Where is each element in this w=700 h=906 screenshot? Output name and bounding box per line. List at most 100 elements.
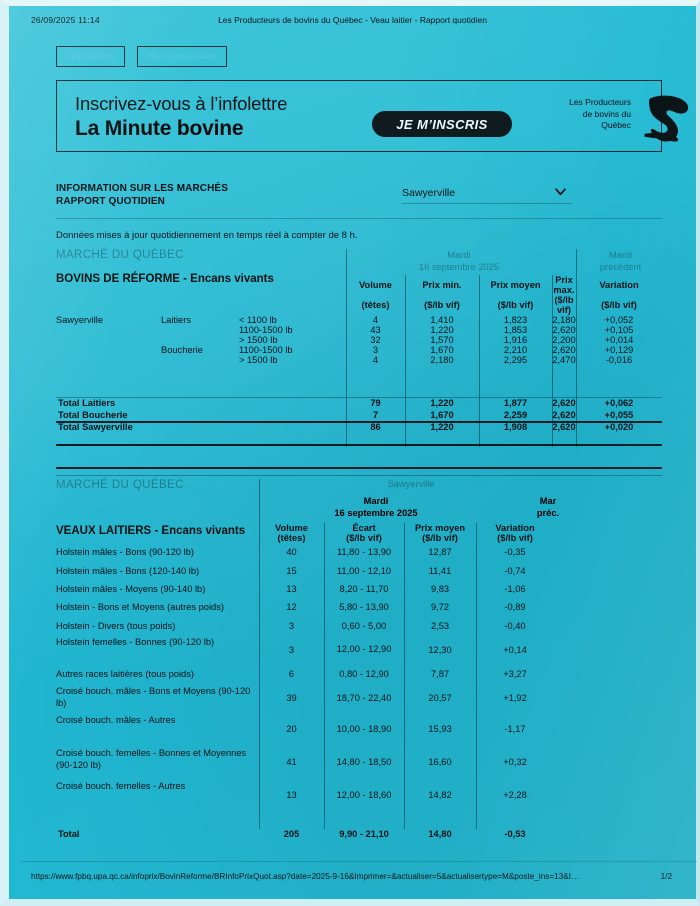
table1-rule-after-laitiers: [56, 421, 662, 424]
table2-prix-moyen: 15,93: [428, 724, 452, 735]
table-row: Holstein femelles - Bonnes (90-120 lb) 3…: [56, 635, 662, 665]
table1-unit-variation: ($/lb vif): [601, 300, 637, 310]
table2-vrule-4: [476, 523, 477, 829]
table1-total-rule-top: [56, 397, 662, 398]
print-timestamp: 26/09/2025 11:14: [31, 15, 100, 25]
section-divider: [56, 218, 662, 219]
table1-total-prix-max: 2,620: [552, 398, 576, 408]
table-row: Total Laitiers 79 1,220 1,877 2,620 +0,0…: [56, 398, 662, 408]
table1-volume: 4: [372, 315, 379, 325]
table2-market-label: MARCHÉ DU QUÉBEC: [56, 479, 184, 491]
table2-total-ecart: 9,90 - 21,10: [339, 829, 389, 840]
table-row: Croisé bouch. femelles - Bonnes et Moyen…: [56, 745, 662, 779]
table2-prix-moyen: 12,87: [428, 547, 452, 558]
table-row: Holstein - Bons et Moyens (autres poids)…: [56, 598, 662, 616]
report-period-tabs: Quotidien Hebdomadaire: [56, 46, 228, 68]
table2-variation: -0,74: [504, 565, 526, 576]
table2-vrule-1: [259, 479, 260, 829]
table2-ecart: 12,00 - 12,90: [336, 644, 392, 655]
table1-total-label: Total Boucherie: [58, 410, 128, 420]
table1-prix-max: 2,200: [552, 335, 576, 345]
table2-label: Croisé bouch. femelles - Bonnes et Moyen…: [56, 748, 247, 771]
table2-section-title: VEAUX LAITIERS - Encans vivants: [56, 525, 246, 537]
table1-vrule-1: [346, 249, 347, 447]
table2-volume: 15: [286, 565, 297, 576]
table-row: Holstein - Divers (tous poids) 3 0,60 - …: [56, 617, 662, 635]
table2-unit-prix-moyen: ($/lb vif): [422, 533, 458, 543]
table1-total-prix-min: 1,670: [430, 410, 454, 420]
table2-ecart: 8,20 - 11,70: [339, 583, 389, 594]
table1-volume: 4: [372, 355, 379, 365]
table1-prix-min: 2,180: [430, 355, 454, 365]
table2-ecart: 14,80 - 18,50: [336, 756, 392, 767]
table2-prev-label: préc.: [536, 508, 560, 518]
table1-header-prix-moyen: Prix moyen: [490, 280, 541, 290]
table2-prev-group: Mar préc.: [493, 495, 603, 519]
table2-label: Holstein mâles - Moyens (90-140 lb): [56, 583, 206, 594]
table2-prev-weekday: Mar: [539, 496, 557, 506]
table2-label: Holstein mâles - Bons (90-120 lb): [56, 547, 194, 558]
table2-total-variation: -0,53: [504, 829, 526, 840]
table1-variation: -0,016: [605, 355, 633, 365]
table2-units-row: (têtes) ($/lb vif) ($/lb vif) ($/lb vif): [56, 533, 662, 543]
table1-market-label: MARCHÉ DU QUÉBEC: [56, 249, 184, 261]
table2-prix-moyen: 9,83: [430, 583, 450, 594]
table1-volume: 32: [370, 335, 381, 345]
table1-header-volume: Volume: [359, 280, 392, 290]
table1-total-volume: 86: [370, 422, 381, 432]
table2-header-row: Volume Écart Prix moyen Variation: [56, 523, 662, 533]
table1-vrule-3: [479, 275, 480, 447]
table1-site: [56, 325, 161, 335]
market-info-heading: INFORMATION SUR LES MARCHÉS RAPPORT QUOT…: [56, 182, 228, 208]
table1-vrule-2: [405, 275, 406, 447]
table2-header-variation: Variation: [495, 523, 535, 533]
table1-prix-min: 1,670: [430, 345, 454, 355]
chevron-down-icon[interactable]: [555, 188, 566, 196]
table1-grid: Volume Prix min. Prix moyen Prix max. Va…: [56, 275, 662, 365]
table2-date-group: Mardi 16 septembre 2025: [261, 495, 491, 519]
table2-variation: +0,14: [503, 644, 527, 655]
table1-prix-min: 1,570: [430, 335, 454, 345]
table1-volume: 43: [370, 325, 381, 335]
table1-category: Laitiers: [161, 315, 191, 325]
organization-name-line1: Les Producteurs: [569, 97, 631, 107]
subscribe-button[interactable]: JE M’INSCRIS: [372, 111, 512, 137]
banner-headline-2: La Minute bovine: [75, 117, 244, 140]
footer-page-number: 1/2: [660, 872, 672, 881]
table1-rule-after-boucherie: [56, 444, 662, 447]
table1-unit-prix-min: ($/lb vif): [424, 300, 460, 310]
table1-total-prix-max: 2,620: [552, 410, 576, 420]
table1-prix-max: 2,180: [552, 315, 576, 325]
table1-prix-min: 1,220: [430, 325, 454, 335]
table1-variation: +0,052: [604, 315, 634, 325]
tab-hebdomadaire[interactable]: Hebdomadaire: [136, 46, 228, 68]
organization-name-line2: de bovins du: [582, 108, 631, 119]
table2-variation: -1,06: [504, 583, 526, 594]
tab-quotidien[interactable]: Quotidien: [56, 46, 125, 68]
table2-total-volume: 205: [283, 829, 300, 840]
table2-prix-moyen: 9,72: [430, 602, 450, 613]
table2-unit-variation: ($/lb vif): [497, 533, 533, 543]
table-row: Croisé bouch. mâles - Autres 20 10,00 - …: [56, 713, 662, 745]
table1-total-label: Total Sawyerville: [58, 422, 133, 432]
table2-variation: +1,92: [503, 693, 527, 704]
table1-unit-volume: (têtes): [361, 300, 390, 310]
organization-name: Les Producteurs de bovins du Québec: [539, 97, 631, 132]
table1-vrule-5: [576, 249, 577, 447]
table-row: Croisé bouch. femelles - Autres 13 12,00…: [56, 779, 662, 811]
site-select-value: Sawyerville: [402, 187, 456, 199]
table1-site: Sawyerville: [56, 315, 104, 325]
table1-category: [161, 335, 239, 345]
table2-date-full: 16 septembre 2025: [334, 508, 418, 518]
site-select[interactable]: Sawyerville: [402, 187, 572, 204]
table2-total-label: Total: [58, 829, 80, 840]
table2-header-ecart: Écart: [352, 523, 376, 533]
table-row: Holstein mâles - Bons (90-120 lb) 40 11,…: [56, 543, 662, 561]
table2-label: Holstein - Divers (tous poids): [56, 620, 176, 631]
table1-total-prix-min: 1,220: [430, 422, 454, 432]
table2-total-prix-moyen: 14,80: [428, 829, 452, 840]
table2-label: Holstein - Bons et Moyens (autres poids): [56, 602, 224, 613]
table-row: > 1500 lb 32 1,570 1,916 2,200 +0,014: [56, 335, 662, 345]
table2-label: Holstein mâles - Bons (120-140 lb): [56, 565, 200, 576]
